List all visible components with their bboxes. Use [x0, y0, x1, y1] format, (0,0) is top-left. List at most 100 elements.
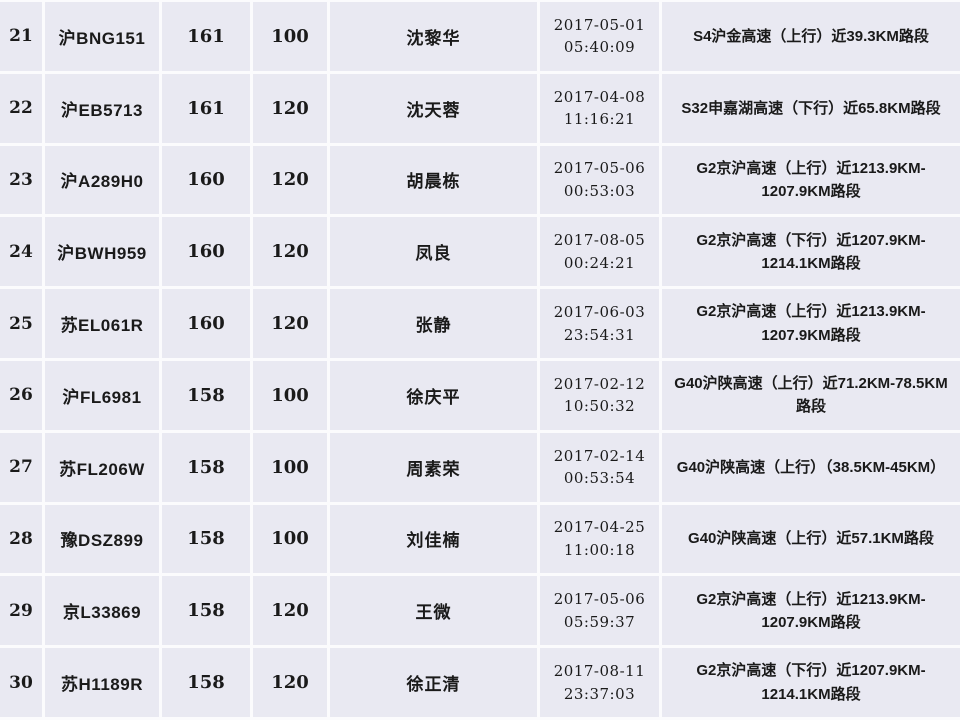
cell-speed: 158: [162, 360, 253, 430]
violation-date: 2017-02-12: [553, 374, 646, 393]
table-row: 30 苏H1189R 158 120 徐正清 2017-08-11 23:37:…: [0, 648, 960, 720]
cell-speed: 160: [162, 289, 253, 358]
violation-date: 2017-02-14: [553, 446, 646, 465]
cell-datetime: 2017-05-06 05:59:37: [540, 576, 662, 646]
cell-speed: 158: [162, 576, 253, 646]
cell-road-segment: S4沪金高速（上行）近39.3KM路段: [662, 2, 960, 71]
cell-speed-limit: 120: [253, 73, 330, 143]
cell-speed: 161: [162, 73, 253, 143]
cell-driver-name: 沈天蓉: [330, 73, 540, 143]
violation-time: 00:24:21: [563, 253, 636, 272]
cell-datetime: 2017-06-03 23:54:31: [540, 289, 662, 358]
cell-datetime: 2017-05-06 00:53:03: [540, 145, 662, 215]
cell-rank: 28: [0, 504, 45, 574]
cell-datetime: 2017-04-08 11:16:21: [540, 73, 662, 143]
cell-road-segment: G40沪陕高速（上行）近57.1KM路段: [662, 504, 960, 574]
cell-road-segment: G2京沪高速（上行）近1213.9KM-1207.9KM路段: [662, 145, 960, 215]
cell-speed-limit: 120: [253, 648, 330, 717]
cell-speed-limit: 100: [253, 504, 330, 574]
cell-plate: 沪FL6981: [45, 360, 162, 430]
violation-time: 00:53:54: [563, 469, 636, 488]
cell-road-segment: G2京沪高速（上行）近1213.9KM-1207.9KM路段: [662, 576, 960, 646]
cell-datetime: 2017-02-12 10:50:32: [540, 360, 662, 430]
cell-road-segment: G2京沪高速（下行）近1207.9KM-1214.1KM路段: [662, 217, 960, 287]
cell-speed-limit: 100: [253, 360, 330, 430]
cell-speed: 160: [162, 217, 253, 287]
violation-date: 2017-08-11: [553, 662, 646, 681]
cell-speed-limit: 100: [253, 432, 330, 502]
cell-driver-name: 凤良: [330, 217, 540, 287]
violation-date: 2017-08-05: [553, 231, 646, 250]
violation-time: 10:50:32: [563, 397, 636, 416]
cell-road-segment: S32申嘉湖高速（下行）近65.8KM路段: [662, 73, 960, 143]
violation-time: 11:00:18: [563, 540, 636, 559]
cell-plate: 沪A289H0: [45, 145, 162, 215]
cell-driver-name: 沈黎华: [330, 2, 540, 71]
cell-driver-name: 王微: [330, 576, 540, 646]
cell-rank: 21: [0, 2, 45, 71]
cell-plate: 沪EB5713: [45, 73, 162, 143]
cell-datetime: 2017-08-11 23:37:03: [540, 648, 662, 717]
violation-time: 05:40:09: [563, 38, 636, 57]
cell-speed: 158: [162, 432, 253, 502]
cell-speed-limit: 120: [253, 145, 330, 215]
cell-plate: 苏H1189R: [45, 648, 162, 717]
cell-road-segment: G40沪陕高速（上行）近71.2KM-78.5KM路段: [662, 360, 960, 430]
cell-driver-name: 徐正清: [330, 648, 540, 717]
violation-date: 2017-04-08: [553, 87, 646, 106]
cell-datetime: 2017-02-14 00:53:54: [540, 432, 662, 502]
cell-speed: 160: [162, 145, 253, 215]
table-row: 24 沪BWH959 160 120 凤良 2017-08-05 00:24:2…: [0, 217, 960, 290]
cell-rank: 23: [0, 145, 45, 215]
cell-plate: 沪BNG151: [45, 2, 162, 71]
table-row: 25 苏EL061R 160 120 张静 2017-06-03 23:54:3…: [0, 289, 960, 361]
violation-time: 05:59:37: [563, 612, 636, 631]
table-row: 27 苏FL206W 158 100 周素荣 2017-02-14 00:53:…: [0, 432, 960, 505]
cell-rank: 26: [0, 360, 45, 430]
cell-datetime: 2017-05-01 05:40:09: [540, 2, 662, 71]
cell-speed: 158: [162, 504, 253, 574]
cell-speed-limit: 120: [253, 217, 330, 287]
table-row: 21 沪BNG151 161 100 沈黎华 2017-05-01 05:40:…: [0, 2, 960, 74]
table-row: 28 豫DSZ899 158 100 刘佳楠 2017-04-25 11:00:…: [0, 504, 960, 577]
violation-time: 11:16:21: [563, 110, 636, 129]
cell-road-segment: G2京沪高速（上行）近1213.9KM-1207.9KM路段: [662, 289, 960, 358]
cell-driver-name: 胡晨栋: [330, 145, 540, 215]
cell-rank: 29: [0, 576, 45, 646]
cell-rank: 22: [0, 73, 45, 143]
cell-speed: 158: [162, 648, 253, 717]
cell-speed-limit: 100: [253, 2, 330, 71]
cell-plate: 京L33869: [45, 576, 162, 646]
cell-datetime: 2017-04-25 11:00:18: [540, 504, 662, 574]
cell-datetime: 2017-08-05 00:24:21: [540, 217, 662, 287]
table-row: 22 沪EB5713 161 120 沈天蓉 2017-04-08 11:16:…: [0, 73, 960, 146]
cell-rank: 24: [0, 217, 45, 287]
cell-road-segment: G2京沪高速（下行）近1207.9KM-1214.1KM路段: [662, 648, 960, 717]
cell-rank: 27: [0, 432, 45, 502]
table-row: 23 沪A289H0 160 120 胡晨栋 2017-05-06 00:53:…: [0, 145, 960, 218]
cell-driver-name: 徐庆平: [330, 360, 540, 430]
violation-date: 2017-06-03: [553, 303, 646, 322]
violation-time: 23:54:31: [563, 325, 636, 344]
table-row: 29 京L33869 158 120 王微 2017-05-06 05:59:3…: [0, 576, 960, 649]
violation-date: 2017-05-01: [553, 15, 646, 34]
violation-date: 2017-05-06: [553, 159, 646, 178]
violation-time: 23:37:03: [563, 684, 636, 703]
cell-speed: 161: [162, 2, 253, 71]
cell-road-segment: G40沪陕高速（上行）（38.5KM-45KM）: [662, 432, 960, 502]
cell-driver-name: 周素荣: [330, 432, 540, 502]
cell-rank: 30: [0, 648, 45, 717]
cell-rank: 25: [0, 289, 45, 358]
violation-date: 2017-05-06: [553, 590, 646, 609]
table-row: 26 沪FL6981 158 100 徐庆平 2017-02-12 10:50:…: [0, 360, 960, 433]
cell-speed-limit: 120: [253, 576, 330, 646]
cell-plate: 苏FL206W: [45, 432, 162, 502]
cell-plate: 沪BWH959: [45, 217, 162, 287]
cell-plate: 豫DSZ899: [45, 504, 162, 574]
cell-driver-name: 张静: [330, 289, 540, 358]
cell-driver-name: 刘佳楠: [330, 504, 540, 574]
violation-date: 2017-04-25: [553, 518, 646, 537]
violation-time: 00:53:03: [563, 181, 636, 200]
cell-plate: 苏EL061R: [45, 289, 162, 358]
